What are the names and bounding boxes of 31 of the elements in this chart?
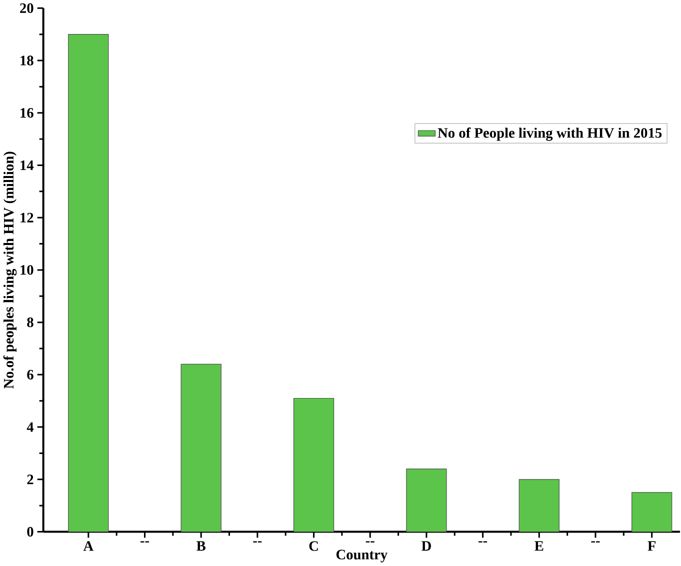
x-tick-label: --: [366, 541, 374, 543]
x-tick-label: D: [422, 541, 431, 551]
x-tick-label: C: [309, 541, 318, 552]
x-tick-label: B: [196, 541, 206, 551]
y-tick-label: 8: [27, 318, 34, 328]
y-tick-label: 16: [20, 108, 34, 118]
y-tick-label: 2: [27, 474, 34, 484]
bar: [180, 364, 222, 532]
x-tick-label: A: [83, 541, 94, 551]
bar: [632, 492, 672, 532]
y-tick-label: 0: [27, 527, 34, 537]
x-tick-label: --: [478, 541, 488, 543]
y-tick-label: 20: [20, 3, 34, 14]
x-axis-title: Country: [336, 550, 388, 563]
x-tick-label: --: [591, 541, 600, 543]
legend-label: No of People living with HIV in 2015: [438, 128, 662, 141]
y-tick-label: 6: [27, 370, 34, 380]
y-tick-label: 4: [26, 422, 34, 432]
y-tick-label: 14: [20, 160, 34, 170]
x-tick-label: --: [140, 541, 149, 543]
x-tick-label: E: [534, 541, 544, 551]
y-axis-title: No.of peoples living with HIV (million): [3, 152, 17, 389]
bar: [518, 479, 560, 532]
y-tick-label: 12: [20, 212, 34, 222]
x-tick-label: F: [648, 541, 656, 551]
bar: [406, 468, 447, 532]
bar: [68, 34, 109, 532]
x-tick-label: --: [253, 541, 262, 543]
y-tick-label: 18: [20, 56, 34, 66]
bar: [293, 398, 334, 532]
y-tick-label: 10: [20, 265, 34, 275]
